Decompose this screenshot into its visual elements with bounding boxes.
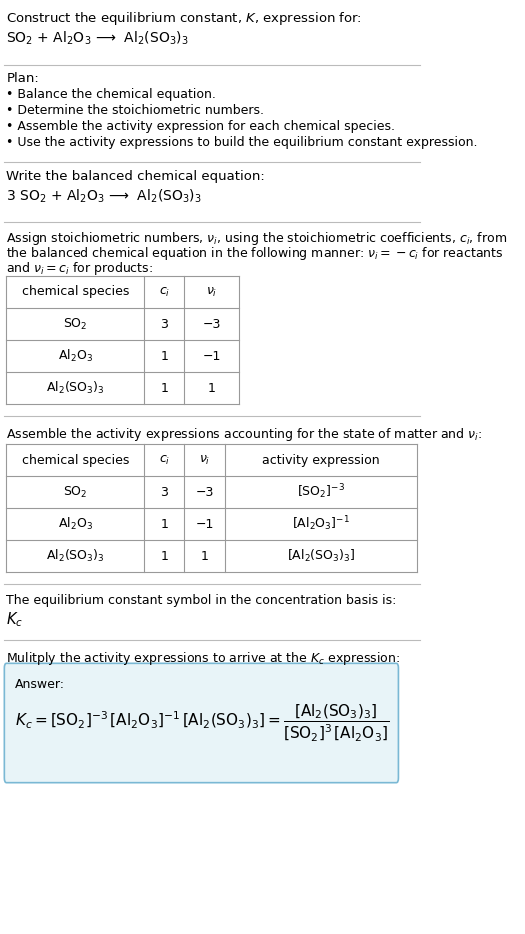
- Text: and $\nu_i = c_i$ for products:: and $\nu_i = c_i$ for products:: [6, 260, 153, 277]
- Text: [Al$_2$(SO$_3$)$_3$]: [Al$_2$(SO$_3$)$_3$]: [287, 548, 355, 564]
- Text: Al$_2$O$_3$: Al$_2$O$_3$: [58, 516, 93, 532]
- Text: Mulitply the activity expressions to arrive at the $K_c$ expression:: Mulitply the activity expressions to arr…: [6, 650, 401, 667]
- Text: 1: 1: [160, 549, 168, 562]
- Text: $K_c$: $K_c$: [6, 610, 24, 629]
- Text: SO$_2$ + Al$_2$O$_3$ ⟶  Al$_2$(SO$_3$)$_3$: SO$_2$ + Al$_2$O$_3$ ⟶ Al$_2$(SO$_3$)$_3…: [6, 30, 189, 48]
- Text: [Al$_2$O$_3$]$^{-1}$: [Al$_2$O$_3$]$^{-1}$: [292, 515, 350, 533]
- Text: 3: 3: [160, 486, 168, 499]
- Text: • Assemble the activity expression for each chemical species.: • Assemble the activity expression for e…: [6, 120, 395, 133]
- Text: −1: −1: [195, 517, 214, 531]
- Text: 1: 1: [160, 381, 168, 394]
- Text: [SO$_2$]$^{-3}$: [SO$_2$]$^{-3}$: [297, 483, 344, 502]
- Text: 1: 1: [207, 381, 215, 394]
- Text: chemical species: chemical species: [22, 454, 129, 466]
- Text: the balanced chemical equation in the following manner: $\nu_i = -c_i$ for react: the balanced chemical equation in the fo…: [6, 245, 504, 262]
- Text: $K_c = [\mathrm{SO_2}]^{-3}\,[\mathrm{Al_2O_3}]^{-1}\,[\mathrm{Al_2(SO_3)_3}] = : $K_c = [\mathrm{SO_2}]^{-3}\,[\mathrm{Al…: [15, 702, 390, 743]
- Text: $c_i$: $c_i$: [159, 453, 170, 467]
- Text: Al$_2$(SO$_3$)$_3$: Al$_2$(SO$_3$)$_3$: [46, 380, 104, 396]
- Text: $\nu_i$: $\nu_i$: [199, 453, 211, 467]
- Text: −3: −3: [202, 318, 220, 331]
- Text: activity expression: activity expression: [262, 454, 380, 466]
- Text: 1: 1: [201, 549, 208, 562]
- FancyBboxPatch shape: [4, 663, 398, 783]
- Text: Construct the equilibrium constant, $K$, expression for:: Construct the equilibrium constant, $K$,…: [6, 10, 362, 27]
- Text: Assign stoichiometric numbers, $\nu_i$, using the stoichiometric coefficients, $: Assign stoichiometric numbers, $\nu_i$, …: [6, 230, 508, 247]
- Text: Answer:: Answer:: [15, 678, 65, 691]
- Text: 1: 1: [160, 349, 168, 362]
- Text: 1: 1: [160, 517, 168, 531]
- Text: SO$_2$: SO$_2$: [63, 317, 88, 332]
- Text: 3 SO$_2$ + Al$_2$O$_3$ ⟶  Al$_2$(SO$_3$)$_3$: 3 SO$_2$ + Al$_2$O$_3$ ⟶ Al$_2$(SO$_3$)$…: [6, 188, 202, 205]
- Text: The equilibrium constant symbol in the concentration basis is:: The equilibrium constant symbol in the c…: [6, 594, 397, 607]
- Text: Al$_2$(SO$_3$)$_3$: Al$_2$(SO$_3$)$_3$: [46, 548, 104, 564]
- Text: Write the balanced chemical equation:: Write the balanced chemical equation:: [6, 170, 265, 183]
- Text: −1: −1: [202, 349, 220, 362]
- Text: Plan:: Plan:: [6, 72, 39, 85]
- Text: $c_i$: $c_i$: [159, 286, 170, 299]
- Text: SO$_2$: SO$_2$: [63, 485, 88, 500]
- Text: $\nu_i$: $\nu_i$: [206, 286, 217, 299]
- Text: • Determine the stoichiometric numbers.: • Determine the stoichiometric numbers.: [6, 104, 265, 117]
- Text: Al$_2$O$_3$: Al$_2$O$_3$: [58, 348, 93, 364]
- Text: Assemble the activity expressions accounting for the state of matter and $\nu_i$: Assemble the activity expressions accoun…: [6, 426, 483, 443]
- Text: −3: −3: [195, 486, 214, 499]
- Text: • Balance the chemical equation.: • Balance the chemical equation.: [6, 88, 216, 101]
- Text: chemical species: chemical species: [22, 286, 129, 299]
- Text: 3: 3: [160, 318, 168, 331]
- Text: • Use the activity expressions to build the equilibrium constant expression.: • Use the activity expressions to build …: [6, 136, 478, 149]
